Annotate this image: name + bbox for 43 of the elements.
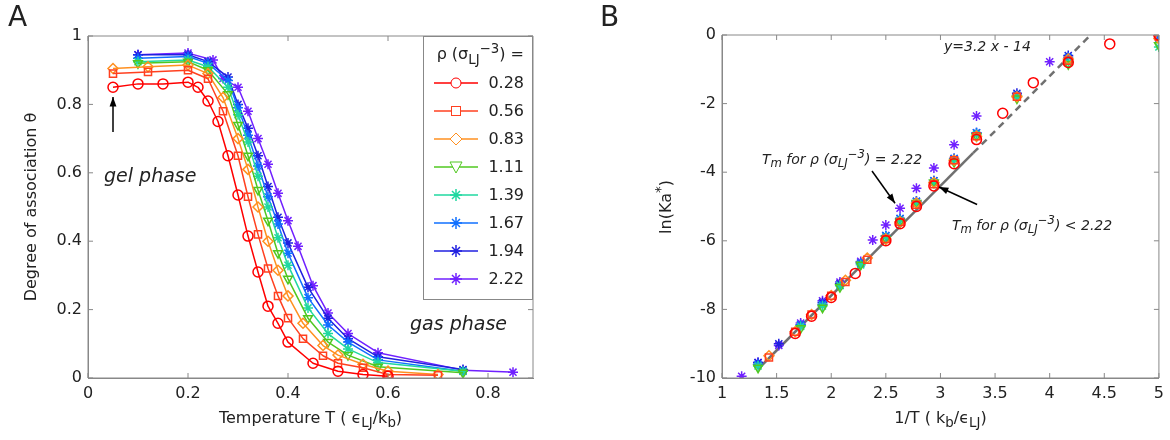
x-axis-title: Temperature T ( ϵ$_{LJ}$/k$_{b}$) bbox=[217, 408, 404, 431]
x-tick-label: 0.4 bbox=[275, 382, 301, 402]
y-tick-label: -6 bbox=[700, 229, 716, 249]
annotation: T$_{m}$ for ρ (σ$_{LJ}$$^{−3}$) = 2.22 bbox=[762, 147, 923, 171]
legend-label: 1.94 bbox=[488, 241, 524, 261]
x-tick-label: 2.5 bbox=[873, 382, 899, 402]
legend-label: 0.56 bbox=[488, 101, 524, 121]
y-tick-label: -4 bbox=[700, 161, 716, 181]
annotation: gas phase bbox=[410, 312, 507, 334]
legend-label: 0.28 bbox=[488, 73, 524, 93]
y-tick-label: 0 bbox=[71, 367, 82, 387]
annotation: gel phase bbox=[104, 164, 197, 186]
chart-title: A bbox=[8, 0, 28, 33]
y-tick-label: 1 bbox=[71, 25, 82, 45]
x-tick-label: 5 bbox=[1153, 382, 1164, 402]
legend-title: ρ (σ$_{LJ}$$^{−3}$) = bbox=[435, 41, 524, 67]
legend-label: 1.11 bbox=[488, 157, 524, 177]
y-tick-label: 0.8 bbox=[56, 93, 82, 113]
x-tick-label: 4 bbox=[1044, 382, 1055, 402]
y-tick-label: -8 bbox=[700, 298, 716, 318]
y-tick-label: 0.4 bbox=[56, 230, 82, 250]
x-tick-label: 1.5 bbox=[763, 382, 790, 402]
chart-title: B bbox=[600, 0, 620, 33]
legend-label: 2.22 bbox=[488, 269, 524, 289]
y-tick-label: -2 bbox=[700, 92, 716, 112]
legend-label: 1.67 bbox=[488, 213, 524, 233]
y-tick-label: 0.6 bbox=[56, 161, 82, 181]
x-tick-label: 0.2 bbox=[175, 382, 201, 402]
annotation: y=3.2 x - 14 bbox=[944, 38, 1031, 54]
annotation: T$_{m}$ for ρ (σ$_{LJ}$$^{−3}$) < 2.22 bbox=[952, 213, 1113, 237]
x-tick-label: 0.6 bbox=[375, 382, 401, 402]
y-axis-title: Degree of association θ bbox=[20, 112, 40, 302]
y-tick-label: -10 bbox=[689, 367, 716, 387]
x-tick-label: 2 bbox=[826, 382, 837, 402]
x-axis-title: 1/T ( k$_{b}$/ϵ$_{LJ}$) bbox=[893, 408, 988, 431]
y-tick-label: 0 bbox=[705, 24, 716, 44]
legend-label: 1.39 bbox=[488, 185, 524, 205]
legend-label: 0.83 bbox=[488, 129, 524, 149]
x-tick-label: 0.8 bbox=[475, 382, 501, 402]
x-tick-label: 3.5 bbox=[982, 382, 1008, 402]
x-tick-label: 3 bbox=[935, 382, 946, 402]
y-tick-label: 0.2 bbox=[56, 298, 82, 318]
x-tick-label: 4.5 bbox=[1091, 382, 1118, 402]
